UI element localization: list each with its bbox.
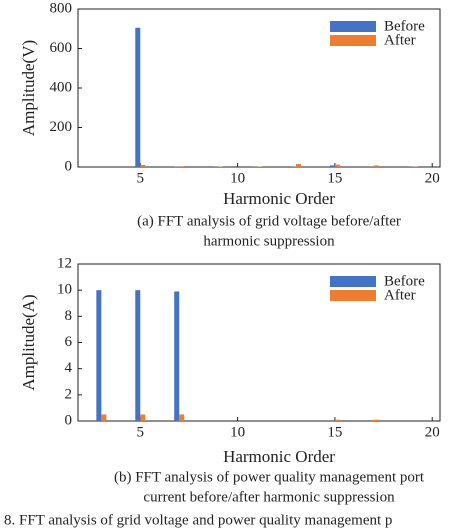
figure-caption: 8. FFT analysis of grid voltage and powe… [4,512,392,528]
x-tick-label: 20 [425,424,440,440]
bar [174,291,180,421]
y-tick-label: 800 [50,0,73,16]
caption: current before/after harmonic suppressio… [143,489,395,505]
bar [96,290,102,421]
bar [101,414,107,421]
legend-label: After [384,287,416,303]
y-tick-label: 6 [65,334,73,350]
bar [135,27,141,168]
x-tick-label: 5 [137,170,145,186]
y-tick-label: 10 [57,282,72,298]
y-tick-label: 200 [50,119,73,135]
legend-swatch [330,276,376,287]
bar [140,165,146,167]
caption: (b) FFT analysis of power quality manage… [114,469,425,485]
legend-swatch [330,290,376,301]
x-tick-label: 10 [230,170,245,186]
legend-label: After [384,32,416,48]
x-tick-label: 10 [230,424,245,440]
bar [329,165,335,167]
bar [179,414,185,421]
y-tick-label: 0 [65,158,73,174]
legend-label: Before [384,18,425,34]
bar [334,419,340,421]
x-axis-label: Harmonic Order [223,447,335,466]
x-tick-label: 20 [425,170,440,186]
x-tick-label: 5 [137,424,145,440]
y-tick-label: 12 [57,255,72,271]
bar [373,165,379,167]
bar [295,164,301,167]
y-tick-label: 0 [65,412,73,428]
x-axis-label: Harmonic Order [223,189,335,208]
y-tick-label: 400 [50,79,73,95]
x-tick-label: 15 [327,424,342,440]
y-tick-label: 8 [65,308,73,324]
y-axis-label: Amplitude(A) [19,294,38,390]
caption: (a) FFT analysis of grid voltage before/… [137,213,401,229]
legend-swatch [330,21,376,32]
bar [257,166,263,167]
y-tick-label: 2 [65,386,73,402]
bar [135,290,141,421]
legend-label: Before [384,273,425,289]
bar [140,414,146,421]
y-tick-label: 600 [50,40,73,56]
legend-swatch [330,35,376,46]
bar [334,164,340,167]
caption: harmonic suppression [203,233,335,249]
y-tick-label: 4 [65,360,73,376]
y-axis-label: Amplitude(V) [19,40,38,136]
bar [179,166,185,167]
x-tick-label: 15 [327,170,342,186]
bar [373,419,379,421]
